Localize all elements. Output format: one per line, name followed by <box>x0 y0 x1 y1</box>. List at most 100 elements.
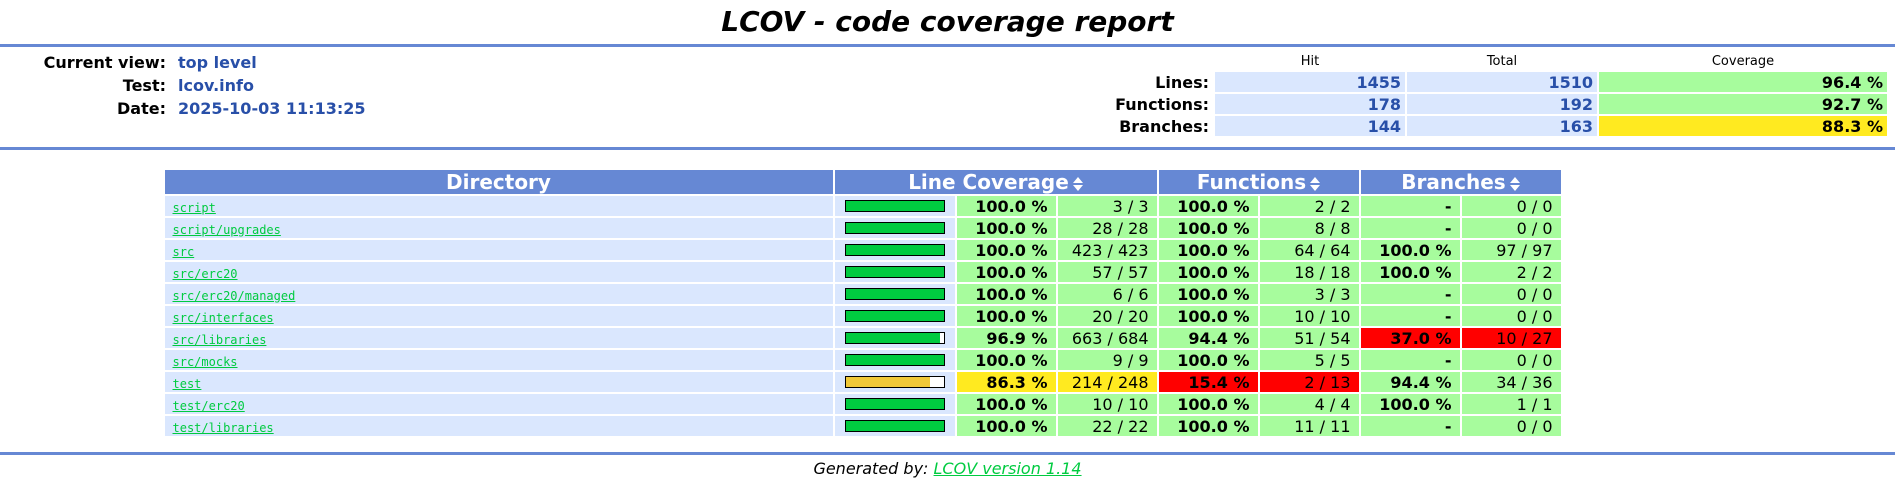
directory-link[interactable]: src <box>172 244 195 259</box>
branch-coverage-percent: - <box>1360 284 1460 304</box>
header-divider <box>0 44 1895 47</box>
branch-coverage-count: 10 / 27 <box>1461 328 1561 348</box>
summary-hit: 178 <box>1215 94 1405 114</box>
summary-coverage: 96.4 % <box>1599 72 1887 92</box>
table-row: src/interfaces 100.0 % 20 / 20 100.0 % 10 / … <box>164 306 1561 326</box>
branch-coverage-count: 0 / 0 <box>1461 416 1561 436</box>
coverage-bar-fill <box>845 355 944 365</box>
directory-cell: test <box>164 372 833 392</box>
coverage-bar <box>844 200 945 212</box>
coverage-bar-fill <box>845 311 944 321</box>
line-coverage-count: 57 / 57 <box>1057 262 1157 282</box>
function-coverage-count: 2 / 13 <box>1259 372 1359 392</box>
coverage-bar-fill <box>845 421 944 431</box>
line-coverage-percent: 86.3 % <box>956 372 1056 392</box>
function-coverage-percent: 15.4 % <box>1158 372 1258 392</box>
branch-coverage-count: 34 / 36 <box>1461 372 1561 392</box>
table-row: src/erc20/managed 100.0 % 6 / 6 100.0 % 3 / … <box>164 284 1561 304</box>
directory-link[interactable]: src/libraries <box>172 332 267 347</box>
branch-coverage-percent: 100.0 % <box>1360 262 1460 282</box>
coverage-table-body: script 100.0 % 3 / 3 100.0 % 2 / 2-0 / 0 scri… <box>164 196 1561 436</box>
report-header: Current view: top level Test: lcov.info … <box>0 47 1895 147</box>
coverage-bar <box>844 310 945 322</box>
directory-link[interactable]: src/erc20 <box>172 266 238 281</box>
function-coverage-percent: 94.4 % <box>1158 328 1258 348</box>
line-coverage-count: 6 / 6 <box>1057 284 1157 304</box>
line-coverage-percent: 100.0 % <box>956 262 1056 282</box>
directory-link[interactable]: script <box>172 200 216 215</box>
branch-coverage-percent: 37.0 % <box>1360 328 1460 348</box>
sort-icon[interactable] <box>1509 176 1520 192</box>
column-header-line-coverage[interactable]: Line Coverage <box>834 170 1157 194</box>
line-coverage-count: 423 / 423 <box>1057 240 1157 260</box>
footer-divider <box>0 452 1895 455</box>
coverage-bar-fill <box>845 377 931 387</box>
coverage-bar-fill <box>845 333 941 343</box>
coverage-bar-cell <box>834 394 955 414</box>
directory-link[interactable]: script/upgrades <box>172 222 281 237</box>
function-coverage-count: 3 / 3 <box>1259 284 1359 304</box>
line-coverage-count: 10 / 10 <box>1057 394 1157 414</box>
table-row: src/erc20 100.0 % 57 / 57 100.0 % 18 / 18 100… <box>164 262 1561 282</box>
function-coverage-count: 2 / 2 <box>1259 196 1359 216</box>
directory-link[interactable]: test <box>172 376 202 391</box>
coverage-bar <box>844 222 945 234</box>
line-coverage-percent: 100.0 % <box>956 240 1056 260</box>
function-coverage-count: 11 / 11 <box>1259 416 1359 436</box>
line-coverage-percent: 100.0 % <box>956 284 1056 304</box>
summary-header-hit: Hit <box>1300 54 1320 69</box>
line-coverage-percent: 100.0 % <box>956 218 1056 238</box>
function-coverage-percent: 100.0 % <box>1158 218 1258 238</box>
table-row: src/libraries 96.9 % 663 / 684 94.4 % 51 / 5… <box>164 328 1561 348</box>
branch-coverage-percent: 94.4 % <box>1360 372 1460 392</box>
branch-coverage-count: 0 / 0 <box>1461 284 1561 304</box>
directory-link[interactable]: test/libraries <box>172 420 274 435</box>
branch-coverage-count: 0 / 0 <box>1461 306 1561 326</box>
branch-coverage-count: 2 / 2 <box>1461 262 1561 282</box>
function-coverage-count: 8 / 8 <box>1259 218 1359 238</box>
footer: Generated by: LCOV version 1.14 <box>0 459 1895 478</box>
sort-icon[interactable] <box>1072 176 1083 192</box>
summary-total: 1510 <box>1407 72 1597 92</box>
coverage-bar-cell <box>834 372 955 392</box>
function-coverage-count: 64 / 64 <box>1259 240 1359 260</box>
function-coverage-count: 18 / 18 <box>1259 262 1359 282</box>
coverage-bar-fill <box>845 201 944 211</box>
lcov-version-link[interactable]: LCOV version 1.14 <box>933 459 1082 478</box>
summary-header-coverage: Coverage <box>1711 54 1775 69</box>
coverage-bar-fill <box>845 245 944 255</box>
directory-link[interactable]: src/mocks <box>172 354 238 369</box>
line-coverage-count: 20 / 20 <box>1057 306 1157 326</box>
directory-link[interactable]: src/interfaces <box>172 310 274 325</box>
directory-link[interactable]: src/erc20/managed <box>172 288 296 303</box>
table-row: test/libraries 100.0 % 22 / 22 100.0 % 11 / … <box>164 416 1561 436</box>
directory-cell: src/mocks <box>164 350 833 370</box>
directory-link[interactable]: test/erc20 <box>172 398 245 413</box>
info-label: Test: <box>122 76 166 95</box>
sort-icon[interactable] <box>1310 176 1321 192</box>
summary-header-total: Total <box>1486 54 1518 69</box>
summary-label: Branches: <box>1065 116 1213 136</box>
directory-cell: src/libraries <box>164 328 833 348</box>
function-coverage-percent: 100.0 % <box>1158 196 1258 216</box>
coverage-bar <box>844 398 945 410</box>
function-coverage-percent: 100.0 % <box>1158 416 1258 436</box>
summary-label: Functions: <box>1065 94 1213 114</box>
coverage-bar <box>844 288 945 300</box>
line-coverage-count: 3 / 3 <box>1057 196 1157 216</box>
branch-coverage-percent: - <box>1360 306 1460 326</box>
coverage-bar-fill <box>845 289 944 299</box>
summary-hit: 1455 <box>1215 72 1405 92</box>
column-header-functions[interactable]: Functions <box>1158 170 1359 194</box>
function-coverage-percent: 100.0 % <box>1158 240 1258 260</box>
directory-cell: src/interfaces <box>164 306 833 326</box>
coverage-bar <box>844 420 945 432</box>
line-coverage-count: 22 / 22 <box>1057 416 1157 436</box>
column-header-branches[interactable]: Branches <box>1360 170 1561 194</box>
directory-cell: src/erc20/managed <box>164 284 833 304</box>
info-row-date: Date: 2025-10-03 11:13:25 <box>0 97 372 120</box>
coverage-bar-cell <box>834 284 955 304</box>
footer-prefix: Generated by: <box>813 459 934 478</box>
table-row: test/erc20 100.0 % 10 / 10 100.0 % 4 / 4 100.… <box>164 394 1561 414</box>
coverage-table-container: Directory Line Coverage Functions Branch… <box>0 168 1895 438</box>
